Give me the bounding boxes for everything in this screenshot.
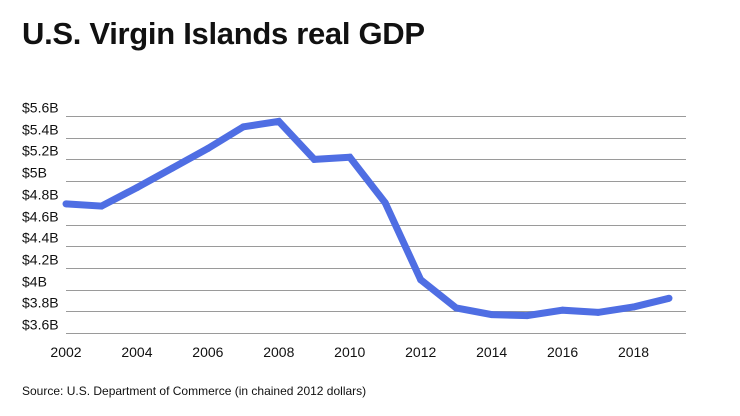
y-tick-label: $4.8B: [22, 187, 59, 203]
data-point-2017: [594, 308, 602, 316]
data-point-2006: [204, 145, 212, 153]
data-point-2016: [559, 306, 567, 314]
y-tick-label: $3.8B: [22, 295, 59, 311]
data-point-2002: [62, 200, 70, 208]
x-tick-label: 2014: [476, 344, 507, 360]
x-tick-label: 2016: [547, 344, 578, 360]
data-point-2013: [452, 304, 460, 312]
x-tick-label: 2004: [121, 344, 152, 360]
y-tick-label: $5.4B: [22, 122, 59, 138]
data-point-2019: [665, 294, 673, 302]
x-tick-label: 2010: [334, 344, 365, 360]
x-tick-label: 2018: [618, 344, 649, 360]
x-tick-label: 2006: [192, 344, 223, 360]
source-note: Source: U.S. Department of Commerce (in …: [22, 384, 367, 398]
data-point-2015: [523, 312, 531, 320]
y-tick-label: $5.6B: [22, 100, 59, 116]
data-point-2005: [168, 164, 176, 172]
y-tick-label: $4.4B: [22, 230, 59, 246]
y-tick-label: $5B: [22, 165, 47, 181]
y-tick-label: $4.2B: [22, 252, 59, 268]
chart-title: U.S. Virgin Islands real GDP: [22, 16, 425, 51]
data-point-2018: [630, 303, 638, 311]
data-point-2009: [310, 155, 318, 163]
gdp-series-line: [65, 117, 670, 320]
x-axis-labels: 2002 2004 2006 2008 2010 2012 2014 2016 2018: [50, 344, 649, 360]
data-point-2008: [275, 117, 283, 125]
y-tick-label: $4B: [22, 274, 47, 290]
data-point-2007: [239, 123, 247, 131]
y-tick-label: $3.6B: [22, 317, 59, 333]
data-point-2004: [133, 184, 141, 192]
y-tick-label: $5.2B: [22, 143, 59, 159]
data-point-2010: [346, 153, 354, 161]
data-series: [62, 117, 673, 320]
x-tick-label: 2008: [263, 344, 294, 360]
gridlines: [66, 116, 686, 334]
x-tick-label: 2002: [50, 344, 81, 360]
data-point-2011: [381, 199, 389, 207]
data-point-2012: [417, 276, 425, 284]
data-point-2003: [97, 202, 105, 210]
x-tick-label: 2012: [405, 344, 436, 360]
data-point-2014: [488, 311, 496, 319]
y-axis-labels: $3.6B $3.8B $4B $4.2B $4.4B $4.6B $4.8B $5B $5.2…: [22, 100, 59, 333]
y-tick-label: $4.6B: [22, 209, 59, 225]
